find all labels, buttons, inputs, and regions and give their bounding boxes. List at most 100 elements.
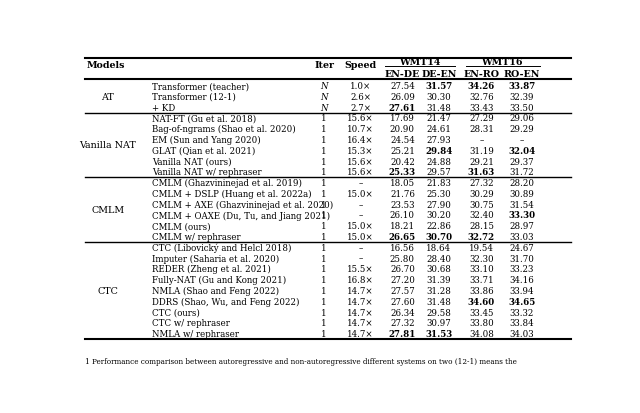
Text: 23.53: 23.53 [390, 200, 415, 209]
Text: Imputer (Saharia et al. 2020): Imputer (Saharia et al. 2020) [152, 254, 279, 263]
Text: 28.97: 28.97 [509, 222, 534, 231]
Text: 19.54: 19.54 [469, 243, 494, 252]
Text: NMLA w/ rephraser: NMLA w/ rephraser [152, 329, 239, 338]
Text: 1: 1 [321, 233, 327, 242]
Text: EM (Sun and Yang 2020): EM (Sun and Yang 2020) [152, 135, 261, 145]
Text: 32.76: 32.76 [469, 93, 494, 102]
Text: Fully-NAT (Gu and Kong 2021): Fully-NAT (Gu and Kong 2021) [152, 275, 286, 285]
Text: CTC (Libovický and Helcl 2018): CTC (Libovický and Helcl 2018) [152, 243, 292, 252]
Text: CMLM + DSLP (Huang et al. 2022a): CMLM + DSLP (Huang et al. 2022a) [152, 190, 312, 199]
Text: Vanilla NAT: Vanilla NAT [79, 141, 136, 150]
Text: 34.08: 34.08 [469, 329, 494, 338]
Text: 1: 1 [321, 329, 327, 338]
Text: 1: 1 [321, 308, 327, 317]
Text: 24.88: 24.88 [426, 157, 451, 166]
Text: 21.47: 21.47 [426, 114, 451, 123]
Text: CMLM + OAXE (Du, Tu, and Jiang 2021): CMLM + OAXE (Du, Tu, and Jiang 2021) [152, 211, 330, 220]
Text: 34.03: 34.03 [509, 329, 534, 338]
Text: 27.61: 27.61 [388, 103, 416, 112]
Text: 33.32: 33.32 [509, 308, 534, 317]
Text: 24.54: 24.54 [390, 136, 415, 145]
Text: AT: AT [102, 93, 115, 102]
Text: 34.65: 34.65 [508, 297, 536, 306]
Text: 14.7×: 14.7× [348, 329, 374, 338]
Text: 16.4×: 16.4× [348, 136, 374, 145]
Text: 1: 1 [321, 200, 327, 209]
Text: Vanilla NAT (ours): Vanilla NAT (ours) [152, 157, 232, 166]
Text: 24.67: 24.67 [509, 243, 534, 252]
Text: Speed: Speed [344, 61, 376, 70]
Text: 15.5×: 15.5× [348, 265, 374, 274]
Text: –: – [520, 136, 524, 145]
Text: 20.42: 20.42 [390, 157, 415, 166]
Text: CMLM (ours): CMLM (ours) [152, 222, 211, 231]
Text: Models: Models [86, 61, 125, 70]
Text: 31.48: 31.48 [426, 103, 451, 112]
Text: 15.0×: 15.0× [347, 233, 374, 242]
Text: 30.97: 30.97 [426, 318, 451, 328]
Text: 31.39: 31.39 [426, 275, 451, 285]
Text: 34.26: 34.26 [468, 82, 495, 91]
Text: 14.7×: 14.7× [348, 318, 374, 328]
Text: 27.57: 27.57 [390, 286, 415, 295]
Text: 1: 1 [321, 318, 327, 328]
Text: 33.86: 33.86 [469, 286, 494, 295]
Text: CTC: CTC [97, 286, 118, 295]
Text: CMLM (Ghazvininejad et al. 2019): CMLM (Ghazvininejad et al. 2019) [152, 179, 302, 188]
Text: 1: 1 [321, 179, 327, 188]
Text: Bag-of-ngrams (Shao et al. 2020): Bag-of-ngrams (Shao et al. 2020) [152, 125, 296, 134]
Text: 20.90: 20.90 [390, 125, 415, 134]
Text: DDRS (Shao, Wu, and Feng 2022): DDRS (Shao, Wu, and Feng 2022) [152, 297, 300, 306]
Text: –: – [358, 200, 363, 209]
Text: 1: 1 [321, 275, 327, 285]
Text: 27.32: 27.32 [390, 318, 415, 328]
Text: 27.90: 27.90 [426, 200, 451, 209]
Text: 30.20: 30.20 [426, 211, 451, 220]
Text: 2.6×: 2.6× [350, 93, 371, 102]
Text: 30.29: 30.29 [469, 190, 494, 199]
Text: DE-EN: DE-EN [421, 70, 456, 78]
Text: 29.06: 29.06 [509, 114, 534, 123]
Text: 17.69: 17.69 [390, 114, 415, 123]
Text: 25.80: 25.80 [390, 254, 415, 263]
Text: 33.45: 33.45 [469, 308, 493, 317]
Text: 32.40: 32.40 [469, 211, 494, 220]
Text: 1: 1 [321, 157, 327, 166]
Text: N: N [321, 93, 328, 102]
Text: 33.80: 33.80 [469, 318, 494, 328]
Text: 24.61: 24.61 [426, 125, 451, 134]
Text: 16.8×: 16.8× [347, 275, 374, 285]
Text: EN-RO: EN-RO [463, 70, 499, 78]
Text: 28.20: 28.20 [509, 179, 534, 188]
Text: 14.7×: 14.7× [348, 286, 374, 295]
Text: 1: 1 [321, 168, 327, 177]
Text: 27.29: 27.29 [469, 114, 494, 123]
Text: 29.57: 29.57 [426, 168, 451, 177]
Text: Transformer (teacher): Transformer (teacher) [152, 82, 249, 91]
Text: 15.6×: 15.6× [348, 114, 374, 123]
Text: 31.28: 31.28 [426, 286, 451, 295]
Text: 33.87: 33.87 [508, 82, 536, 91]
Text: 33.23: 33.23 [509, 265, 534, 274]
Text: 1: 1 [321, 190, 327, 199]
Text: 18.05: 18.05 [390, 179, 415, 188]
Text: 27.81: 27.81 [388, 329, 416, 338]
Text: CTC w/ rephraser: CTC w/ rephraser [152, 318, 230, 328]
Text: CMLM w/ rephraser: CMLM w/ rephraser [152, 233, 241, 242]
Text: 1: 1 [321, 136, 327, 145]
Text: 32.04: 32.04 [508, 147, 536, 155]
Text: 1: 1 [321, 114, 327, 123]
Text: 29.84: 29.84 [425, 147, 452, 155]
Text: 31.63: 31.63 [468, 168, 495, 177]
Text: CMLM: CMLM [92, 206, 124, 215]
Text: 1: 1 [321, 147, 327, 155]
Text: 26.65: 26.65 [389, 233, 416, 242]
Text: 32.39: 32.39 [509, 93, 534, 102]
Text: 26.34: 26.34 [390, 308, 415, 317]
Text: 27.54: 27.54 [390, 82, 415, 91]
Text: 15.3×: 15.3× [348, 147, 374, 155]
Text: 33.71: 33.71 [469, 275, 494, 285]
Text: 28.40: 28.40 [426, 254, 451, 263]
Text: 29.58: 29.58 [426, 308, 451, 317]
Text: 29.37: 29.37 [509, 157, 534, 166]
